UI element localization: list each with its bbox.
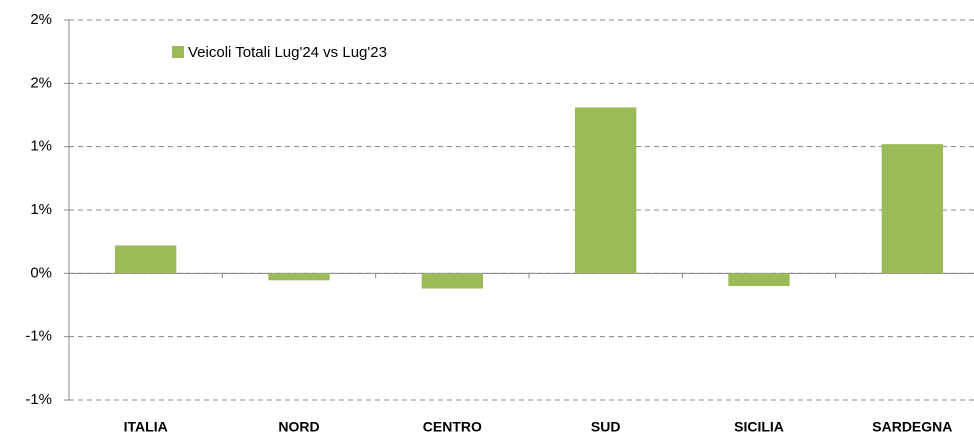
y-tick-label: 1% (30, 138, 52, 155)
x-tick-label: CENTRO (423, 419, 482, 435)
x-tick-label: SICILIA (734, 419, 784, 435)
x-tick-label: SARDEGNA (872, 419, 952, 435)
bar (268, 273, 330, 281)
bar (115, 245, 177, 274)
legend-swatch (172, 46, 184, 58)
y-tick-label: 0% (30, 264, 52, 281)
bar (728, 273, 790, 286)
x-tick-label: SUD (591, 419, 621, 435)
bar (881, 144, 943, 274)
bar (421, 273, 483, 289)
x-tick-label: NORD (278, 419, 319, 435)
y-tick-label: 1% (30, 201, 52, 218)
y-tick-label: -1% (25, 391, 52, 408)
bar (575, 107, 637, 274)
y-tick-label: 2% (30, 74, 52, 91)
y-tick-label: -1% (25, 328, 52, 345)
x-tick-label: ITALIA (124, 419, 168, 435)
legend-label: Veicoli Totali Lug'24 vs Lug'23 (188, 44, 387, 61)
y-tick-label: 2% (30, 11, 52, 28)
